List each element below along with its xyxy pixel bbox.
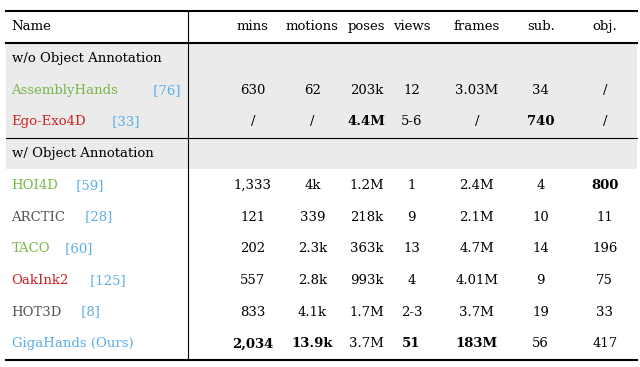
Text: 1,333: 1,333	[234, 179, 272, 192]
Text: poses: poses	[348, 20, 385, 33]
Text: 740: 740	[527, 116, 554, 128]
Text: mins: mins	[237, 20, 269, 33]
Text: 11: 11	[596, 211, 613, 224]
Text: [76]: [76]	[149, 84, 181, 97]
Text: 2-3: 2-3	[401, 306, 422, 319]
Text: TACO: TACO	[12, 242, 50, 255]
Text: 4: 4	[536, 179, 545, 192]
Text: 3.7M: 3.7M	[349, 337, 384, 350]
Text: 557: 557	[240, 274, 266, 287]
Text: 203k: 203k	[350, 84, 383, 97]
Text: AssemblyHands: AssemblyHands	[12, 84, 118, 97]
Text: 218k: 218k	[350, 211, 383, 224]
Text: [60]: [60]	[61, 242, 93, 255]
Text: 10: 10	[532, 211, 549, 224]
Text: 1: 1	[407, 179, 416, 192]
Text: views: views	[393, 20, 430, 33]
Text: OakInk2: OakInk2	[12, 274, 69, 287]
Text: 4.7M: 4.7M	[460, 242, 494, 255]
Text: 833: 833	[240, 306, 266, 319]
Bar	[6, 328, 637, 360]
Text: 12: 12	[403, 84, 420, 97]
Text: [59]: [59]	[72, 179, 104, 192]
Text: GigaHands (Ours): GigaHands (Ours)	[12, 337, 133, 350]
Text: 4.1k: 4.1k	[298, 306, 327, 319]
Text: 34: 34	[532, 84, 549, 97]
Text: 51: 51	[403, 337, 420, 350]
Bar	[6, 170, 637, 201]
Bar	[6, 233, 637, 265]
Text: sub.: sub.	[527, 20, 555, 33]
Text: 121: 121	[240, 211, 266, 224]
Text: obj.: obj.	[593, 20, 617, 33]
Text: 5-6: 5-6	[401, 116, 422, 128]
Text: 2.4M: 2.4M	[460, 179, 494, 192]
Text: 417: 417	[592, 337, 618, 350]
Text: 3.03M: 3.03M	[455, 84, 499, 97]
Text: /: /	[310, 116, 315, 128]
Text: ARCTIC: ARCTIC	[12, 211, 65, 224]
Text: w/ Object Annotation: w/ Object Annotation	[12, 147, 153, 160]
Text: Ego-Exo4D: Ego-Exo4D	[12, 116, 86, 128]
Text: [125]: [125]	[86, 274, 125, 287]
Text: 800: 800	[591, 179, 618, 192]
Text: 9: 9	[407, 211, 416, 224]
Text: motions: motions	[286, 20, 339, 33]
Text: HOI4D: HOI4D	[12, 179, 58, 192]
Text: 339: 339	[300, 211, 325, 224]
Text: /: /	[474, 116, 479, 128]
Text: /: /	[250, 116, 255, 128]
Text: w/o Object Annotation: w/o Object Annotation	[12, 52, 161, 65]
Bar	[6, 75, 637, 106]
Text: 62: 62	[304, 84, 321, 97]
Text: 56: 56	[532, 337, 549, 350]
Text: 3.7M: 3.7M	[460, 306, 494, 319]
Text: 33: 33	[596, 306, 613, 319]
Text: [28]: [28]	[81, 211, 113, 224]
Text: /: /	[602, 84, 607, 97]
Text: 13: 13	[403, 242, 420, 255]
Text: 183M: 183M	[456, 337, 498, 350]
Text: 2.1M: 2.1M	[460, 211, 494, 224]
Text: 14: 14	[532, 242, 549, 255]
Bar	[6, 138, 637, 170]
Text: frames: frames	[454, 20, 500, 33]
Text: 202: 202	[240, 242, 266, 255]
Text: 363k: 363k	[350, 242, 383, 255]
Text: 2,034: 2,034	[232, 337, 273, 350]
Text: 1.7M: 1.7M	[349, 306, 384, 319]
Bar	[6, 296, 637, 328]
Text: 75: 75	[596, 274, 613, 287]
Text: 2.3k: 2.3k	[298, 242, 327, 255]
Text: 4: 4	[407, 274, 416, 287]
Text: HOT3D: HOT3D	[12, 306, 62, 319]
Bar	[6, 201, 637, 233]
Text: 993k: 993k	[350, 274, 383, 287]
Text: Name: Name	[12, 20, 51, 33]
Text: 4.4M: 4.4M	[348, 116, 386, 128]
Bar	[6, 43, 637, 75]
Text: 4k: 4k	[304, 179, 321, 192]
Text: 2.8k: 2.8k	[298, 274, 327, 287]
Bar	[6, 106, 637, 138]
Text: [8]: [8]	[77, 306, 99, 319]
Text: 19: 19	[532, 306, 549, 319]
Text: 1.2M: 1.2M	[349, 179, 384, 192]
Bar	[6, 138, 637, 170]
Text: 196: 196	[592, 242, 618, 255]
Text: 630: 630	[240, 84, 266, 97]
Text: /: /	[602, 116, 607, 128]
Bar	[6, 265, 637, 296]
Text: 9: 9	[536, 274, 545, 287]
Bar	[6, 11, 637, 43]
Text: 4.01M: 4.01M	[455, 274, 499, 287]
Text: [33]: [33]	[108, 116, 140, 128]
Text: 13.9k: 13.9k	[292, 337, 333, 350]
